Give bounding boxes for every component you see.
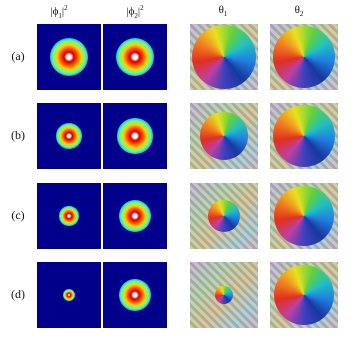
density-panel xyxy=(37,262,101,328)
density-blob xyxy=(59,206,79,226)
density-panel xyxy=(103,262,167,328)
density-panel xyxy=(103,24,167,90)
row-label: (c) xyxy=(11,208,25,222)
column-header: θ1 xyxy=(188,4,258,18)
header-base: θ xyxy=(294,4,300,16)
column-header: |ϕ2|2 xyxy=(100,4,170,20)
row-label: (a) xyxy=(11,49,25,63)
row-label: (d) xyxy=(11,287,25,301)
header-base: θ xyxy=(218,4,224,16)
phase-disc xyxy=(192,25,256,89)
phase-panel xyxy=(190,24,258,90)
header-base: |ϕ xyxy=(50,5,59,18)
density-blob xyxy=(119,279,151,311)
phase-disc xyxy=(273,26,335,88)
header-sub: 1 xyxy=(58,11,62,20)
density-blob xyxy=(49,37,89,77)
density-blob xyxy=(115,37,155,77)
phase-panel xyxy=(270,183,338,249)
phase-panel xyxy=(270,103,338,169)
phase-disc xyxy=(215,286,233,304)
density-panel xyxy=(37,103,101,169)
column-header: θ2 xyxy=(264,4,334,18)
density-blob xyxy=(117,118,153,154)
density-panel xyxy=(103,103,167,169)
phase-disc xyxy=(274,265,334,325)
header-close: | xyxy=(61,5,65,18)
phase-panel xyxy=(190,103,258,169)
phase-panel xyxy=(190,262,258,328)
header-sub: 2 xyxy=(134,11,138,20)
density-blob xyxy=(56,123,82,149)
density-blob xyxy=(119,200,151,232)
phase-disc xyxy=(208,200,240,232)
header-close: | xyxy=(137,5,141,18)
column-header: |ϕ1|2 xyxy=(24,4,94,20)
density-blob xyxy=(62,288,76,302)
header-sup: 2 xyxy=(64,4,68,12)
density-panel xyxy=(103,183,167,249)
phase-disc xyxy=(274,186,334,246)
header-sup: 2 xyxy=(140,4,144,12)
row-label: (b) xyxy=(11,128,25,142)
phase-panel xyxy=(190,183,258,249)
phase-disc xyxy=(200,112,248,160)
header-base: |ϕ xyxy=(126,5,135,18)
phase-panel xyxy=(270,24,338,90)
header-sub: 2 xyxy=(299,10,304,19)
density-panel xyxy=(37,24,101,90)
header-sub: 1 xyxy=(223,10,228,19)
phase-disc xyxy=(273,105,335,167)
density-panel xyxy=(37,183,101,249)
phase-panel xyxy=(270,262,338,328)
